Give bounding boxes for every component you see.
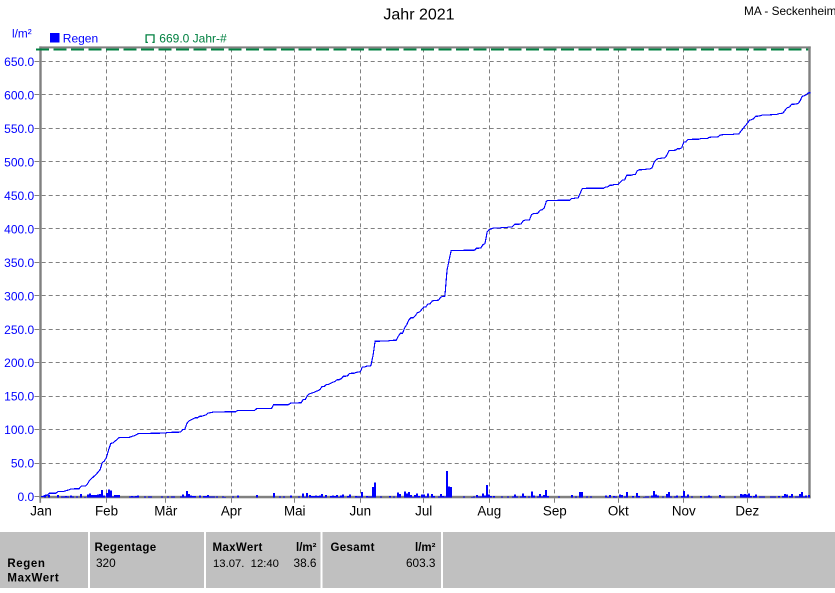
svg-text:100.0: 100.0 (4, 423, 34, 437)
svg-text:300.0: 300.0 (4, 289, 34, 303)
svg-text:200.0: 200.0 (4, 356, 34, 370)
svg-text:Okt: Okt (608, 503, 629, 518)
svg-text:603.3: 603.3 (406, 556, 436, 570)
svg-text:Jun: Jun (349, 503, 371, 518)
svg-text:l/m²: l/m² (296, 542, 317, 554)
svg-text:Regen: Regen (63, 32, 98, 46)
svg-text:Gesamt: Gesamt (331, 542, 375, 554)
svg-text:Dez: Dez (735, 503, 759, 518)
svg-text:500.0: 500.0 (4, 155, 34, 169)
svg-text:320: 320 (96, 556, 116, 570)
svg-text:38.6: 38.6 (294, 556, 317, 570)
svg-text:MaxWert: MaxWert (7, 573, 59, 585)
svg-text:600.0: 600.0 (4, 89, 34, 103)
svg-text:Mai: Mai (284, 503, 306, 518)
svg-text:MaxWert: MaxWert (213, 542, 263, 554)
svg-text:MA - Seckenheim: MA - Seckenheim (744, 4, 835, 18)
svg-text:l/m²: l/m² (12, 26, 32, 40)
svg-text:Jul: Jul (415, 503, 432, 518)
svg-text:Aug: Aug (477, 503, 501, 518)
svg-text:13.07. 12:40: 13.07. 12:40 (213, 558, 279, 570)
svg-text:150.0: 150.0 (4, 390, 34, 404)
svg-text:Regen: Regen (7, 558, 45, 570)
svg-text:l/m²: l/m² (415, 542, 436, 554)
svg-text:400.0: 400.0 (4, 222, 34, 236)
svg-text:669.0 Jahr-#: 669.0 Jahr-# (159, 32, 227, 46)
svg-text:Jan: Jan (30, 503, 52, 518)
svg-text:550.0: 550.0 (4, 122, 34, 136)
svg-text:50.0: 50.0 (11, 457, 35, 471)
svg-text:250.0: 250.0 (4, 323, 34, 337)
svg-text:0.0: 0.0 (18, 490, 35, 504)
svg-text:Apr: Apr (221, 503, 242, 518)
svg-text:Jahr 2021: Jahr 2021 (383, 7, 454, 24)
svg-text:Nov: Nov (672, 503, 696, 518)
svg-text:Sep: Sep (543, 503, 567, 518)
svg-text:450.0: 450.0 (4, 189, 34, 203)
svg-text:650.0: 650.0 (4, 55, 34, 69)
svg-text:Mär: Mär (154, 503, 178, 518)
svg-text:Regentage: Regentage (95, 542, 157, 554)
svg-text:Feb: Feb (95, 503, 118, 518)
svg-text:350.0: 350.0 (4, 256, 34, 270)
